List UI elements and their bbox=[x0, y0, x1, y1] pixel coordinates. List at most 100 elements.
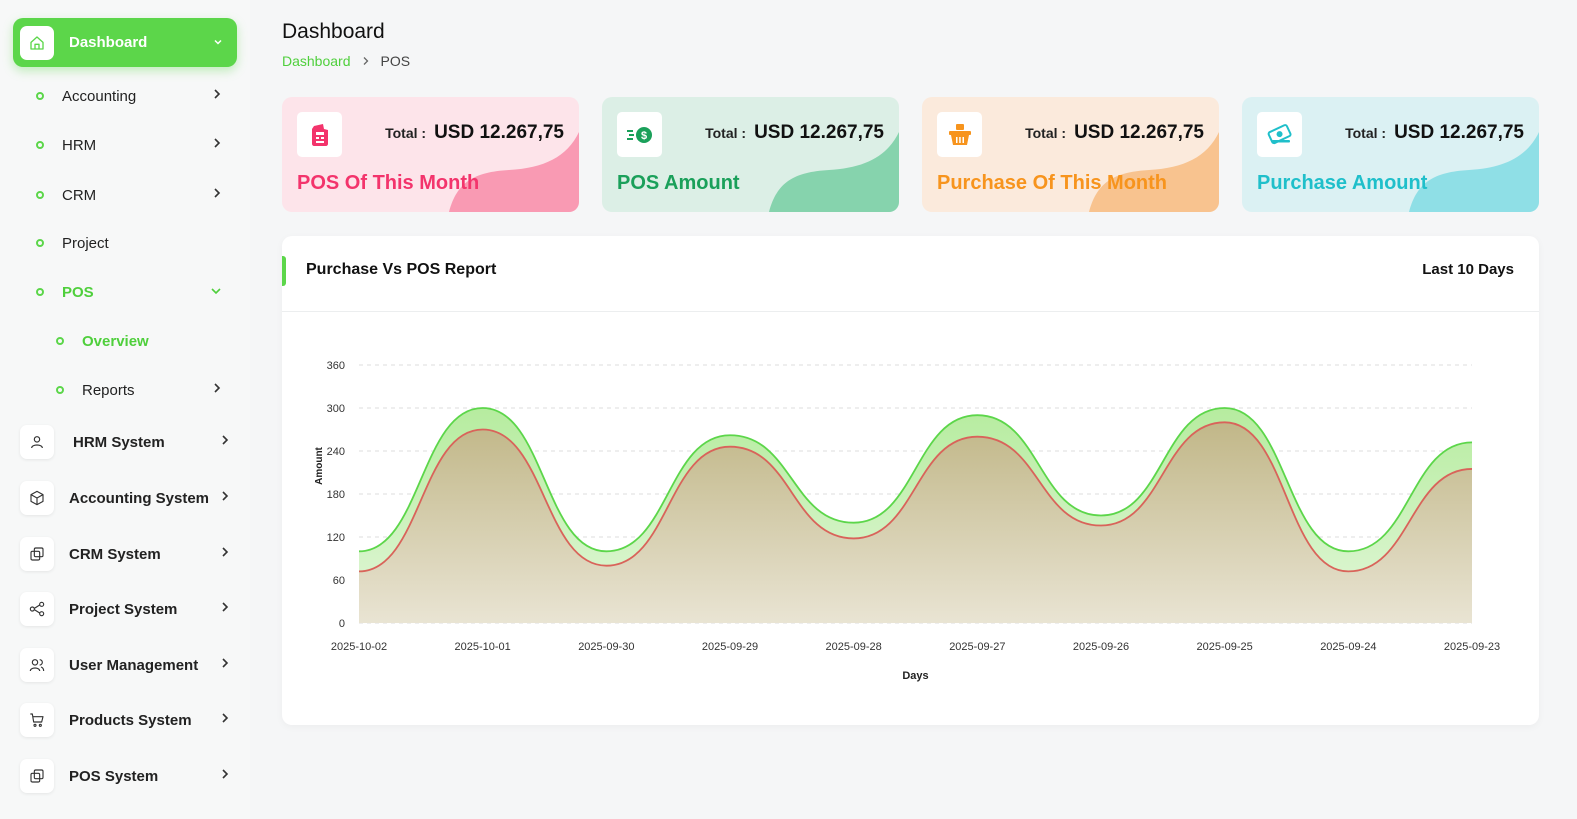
cash-icon: $ bbox=[617, 112, 662, 157]
bullet-icon bbox=[36, 141, 44, 149]
layers-icon bbox=[20, 759, 54, 793]
series-area-1 bbox=[359, 422, 1472, 623]
y-axis-title: Amount bbox=[314, 446, 325, 484]
total-value: USD 12.267,75 bbox=[1074, 122, 1204, 143]
basket-icon bbox=[937, 112, 982, 157]
sidebar-item-project[interactable]: Project bbox=[36, 229, 226, 257]
chevron-down-icon bbox=[213, 34, 223, 52]
sidebar-item-overview[interactable]: Overview bbox=[56, 327, 226, 355]
sidebar-item-products-system[interactable]: Products System bbox=[20, 702, 230, 738]
page-title: Dashboard bbox=[282, 20, 385, 43]
x-tick-label: 2025-09-25 bbox=[1197, 641, 1253, 653]
x-tick-label: 2025-09-26 bbox=[1073, 641, 1129, 653]
sidebar-item-hrm-system[interactable]: HRM System bbox=[20, 424, 230, 460]
sidebar-item-pos-system[interactable]: POS System bbox=[20, 758, 230, 794]
chevron-right-icon bbox=[212, 136, 222, 154]
share-icon bbox=[20, 592, 54, 626]
total-value: USD 12.267,75 bbox=[1394, 122, 1524, 143]
sidebar-item-accounting[interactable]: Accounting bbox=[36, 82, 226, 110]
sidebar-item-label: Accounting bbox=[62, 87, 137, 105]
x-tick-label: 2025-10-02 bbox=[331, 641, 387, 653]
card-total: Total : USD 12.267,75 bbox=[385, 122, 564, 144]
chevron-right-icon bbox=[220, 711, 230, 729]
stat-card-purchase-amount: Total : USD 12.267,75 Purchase Amount bbox=[1242, 97, 1539, 212]
x-tick-label: 2025-09-29 bbox=[702, 641, 758, 653]
bullet-icon bbox=[36, 191, 44, 199]
sidebar-item-label: HRM bbox=[62, 136, 97, 154]
sidebar: Dashboard Accounting HRM CRM Project POS… bbox=[0, 0, 250, 819]
range-selector[interactable]: Last 10 Days bbox=[1422, 261, 1514, 278]
sidebar-item-label: CRM bbox=[62, 186, 97, 204]
sidebar-item-crm-system[interactable]: CRM System bbox=[20, 536, 230, 572]
chevron-right-icon bbox=[212, 381, 222, 399]
card-title: POS Of This Month bbox=[297, 172, 480, 194]
chevron-right-icon bbox=[362, 56, 370, 66]
card-wave bbox=[1089, 132, 1219, 212]
report-title: Purchase Vs POS Report bbox=[306, 261, 497, 278]
total-value: USD 12.267,75 bbox=[434, 122, 564, 143]
sidebar-item-user-management[interactable]: User Management bbox=[20, 647, 230, 683]
card-title: Purchase Of This Month bbox=[937, 172, 1168, 194]
sidebar-item-project-system[interactable]: Project System bbox=[20, 591, 230, 627]
card-title: POS Amount bbox=[617, 172, 740, 194]
breadcrumb-current: POS bbox=[380, 53, 411, 69]
sidebar-item-label: Reports bbox=[82, 381, 135, 399]
sidebar-item-label: Project System bbox=[69, 600, 178, 618]
sidebar-item-crm[interactable]: CRM bbox=[36, 181, 226, 209]
chevron-right-icon bbox=[212, 87, 222, 105]
series-line-0 bbox=[358, 407, 1473, 553]
y-tick-label: 240 bbox=[327, 446, 345, 458]
sidebar-item-label: Products System bbox=[69, 711, 192, 729]
sidebar-item-label: HRM System bbox=[73, 433, 165, 451]
layers-icon bbox=[20, 537, 54, 571]
bullet-icon bbox=[36, 92, 44, 100]
report-card: Purchase Vs POS Report Last 10 Days 0 60 1… bbox=[282, 236, 1539, 725]
home-icon bbox=[20, 25, 54, 60]
stat-card-pos-amount: $ Total : USD 12.267,75 POS Amount bbox=[602, 97, 899, 212]
area-chart: 0 60 120 180 240 300 360 2025-10-02 2025-10-01 20… bbox=[314, 360, 1500, 682]
sidebar-item-reports[interactable]: Reports bbox=[56, 376, 226, 404]
breadcrumb-link-dashboard[interactable]: Dashboard bbox=[282, 53, 351, 69]
x-axis-title: Days bbox=[902, 670, 928, 682]
y-tick-label: 300 bbox=[327, 403, 345, 415]
x-tick-label: 2025-10-01 bbox=[455, 641, 511, 653]
sidebar-item-pos[interactable]: POS bbox=[36, 278, 226, 306]
x-tick-label: 2025-09-24 bbox=[1320, 641, 1376, 653]
card-wave bbox=[1409, 132, 1539, 212]
sidebar-item-accounting-system[interactable]: Accounting System bbox=[20, 480, 230, 516]
stat-card-purchase-month: Total : USD 12.267,75 Purchase Of This M… bbox=[922, 97, 1219, 212]
x-tick-label: 2025-09-30 bbox=[578, 641, 634, 653]
y-tick-label: 180 bbox=[327, 489, 345, 501]
sidebar-item-label: POS bbox=[62, 283, 94, 301]
total-label: Total : bbox=[1345, 125, 1387, 141]
bullet-icon bbox=[56, 337, 64, 345]
money-icon bbox=[1257, 112, 1302, 157]
sidebar-item-hrm[interactable]: HRM bbox=[36, 131, 226, 159]
chevron-right-icon bbox=[212, 186, 222, 204]
sidebar-item-label: Accounting System bbox=[69, 489, 210, 507]
divider bbox=[282, 311, 1539, 312]
sidebar-item-label: CRM System bbox=[69, 545, 161, 563]
card-wave bbox=[769, 132, 899, 212]
card-title: Purchase Amount bbox=[1257, 172, 1428, 194]
sidebar-item-label: POS System bbox=[69, 767, 159, 785]
x-tick-label: 2025-09-23 bbox=[1444, 641, 1500, 653]
bullet-icon bbox=[36, 288, 44, 296]
bullet-icon bbox=[36, 239, 44, 247]
chevron-right-icon bbox=[220, 767, 230, 785]
y-tick-label: 120 bbox=[327, 532, 345, 544]
total-label: Total : bbox=[705, 125, 747, 141]
x-tick-label: 2025-09-27 bbox=[949, 641, 1005, 653]
user-icon bbox=[20, 425, 54, 459]
box-icon bbox=[20, 481, 54, 515]
svg-text:$: $ bbox=[640, 130, 646, 142]
sidebar-item-label: Dashboard bbox=[69, 34, 148, 51]
sidebar-item-dashboard[interactable]: Dashboard bbox=[13, 18, 237, 67]
pos-terminal-icon bbox=[297, 112, 342, 157]
y-tick-label: 0 bbox=[339, 618, 345, 630]
card-wave bbox=[449, 132, 579, 212]
total-label: Total : bbox=[1025, 125, 1067, 141]
users-icon bbox=[20, 648, 54, 682]
chevron-right-icon bbox=[220, 545, 230, 563]
cart-icon bbox=[20, 703, 54, 737]
